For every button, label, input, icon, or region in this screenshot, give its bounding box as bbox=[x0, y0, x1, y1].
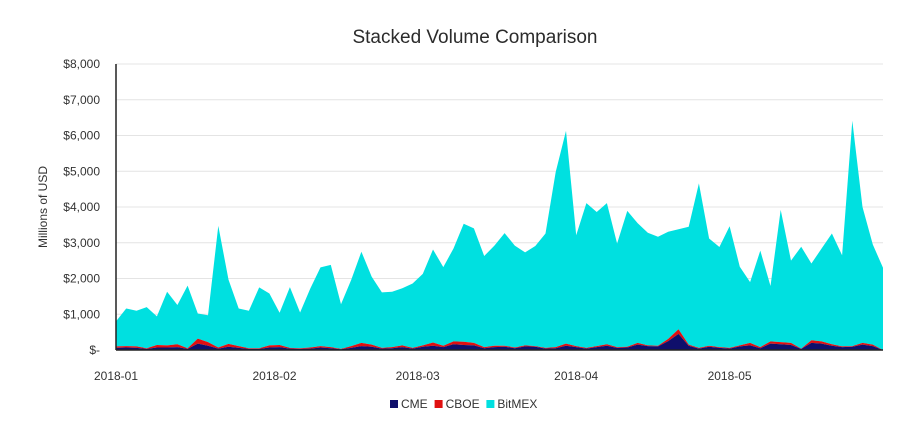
area-cme bbox=[116, 333, 883, 350]
x-tick-label: 2018-04 bbox=[554, 369, 598, 383]
y-tick-labels: $- $1,000 $2,000 $3,000 $4,000 $5,000 $6,000 $7… bbox=[63, 57, 100, 357]
y-tick-label: $7,000 bbox=[63, 93, 100, 107]
x-tick-label: 2018-03 bbox=[396, 369, 440, 383]
x-tick-label: 2018-01 bbox=[94, 369, 138, 383]
chart-title: Stacked Volume Comparison bbox=[352, 27, 597, 48]
y-tick-label: $2,000 bbox=[63, 272, 100, 286]
legend-swatch-cme bbox=[390, 400, 398, 408]
legend-label-cme: CME bbox=[401, 397, 428, 411]
legend-label-bitmex: BitMEX bbox=[497, 397, 537, 411]
y-tick-label: $3,000 bbox=[63, 236, 100, 250]
legend-swatch-cboe bbox=[434, 400, 443, 408]
area-bitmex bbox=[116, 120, 883, 350]
x-tick-labels: 2018-01 2018-02 2018-03 2018-04 2018-05 bbox=[94, 369, 752, 383]
y-tick-label: $6,000 bbox=[63, 129, 100, 143]
legend-label-cboe: CBOE bbox=[446, 397, 480, 411]
y-tick-label: $4,000 bbox=[63, 200, 100, 214]
x-tick-label: 2018-02 bbox=[252, 369, 296, 383]
x-tick-label: 2018-05 bbox=[708, 369, 752, 383]
area-series-group bbox=[116, 120, 883, 350]
y-tick-label: $- bbox=[89, 343, 100, 357]
y-tick-label: $5,000 bbox=[63, 164, 100, 178]
axes bbox=[115, 64, 883, 351]
legend: CME CBOE BitMEX bbox=[390, 397, 537, 411]
y-axis-label: Millions of USD bbox=[36, 166, 50, 248]
y-tick-label: $8,000 bbox=[63, 57, 100, 71]
y-tick-label: $1,000 bbox=[63, 307, 100, 321]
legend-swatch-bitmex bbox=[486, 400, 495, 408]
area-cboe bbox=[116, 329, 883, 350]
